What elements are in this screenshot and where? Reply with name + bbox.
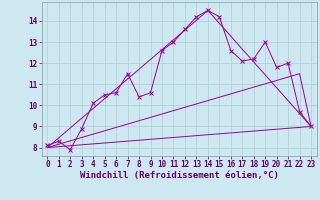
X-axis label: Windchill (Refroidissement éolien,°C): Windchill (Refroidissement éolien,°C) (80, 171, 279, 180)
